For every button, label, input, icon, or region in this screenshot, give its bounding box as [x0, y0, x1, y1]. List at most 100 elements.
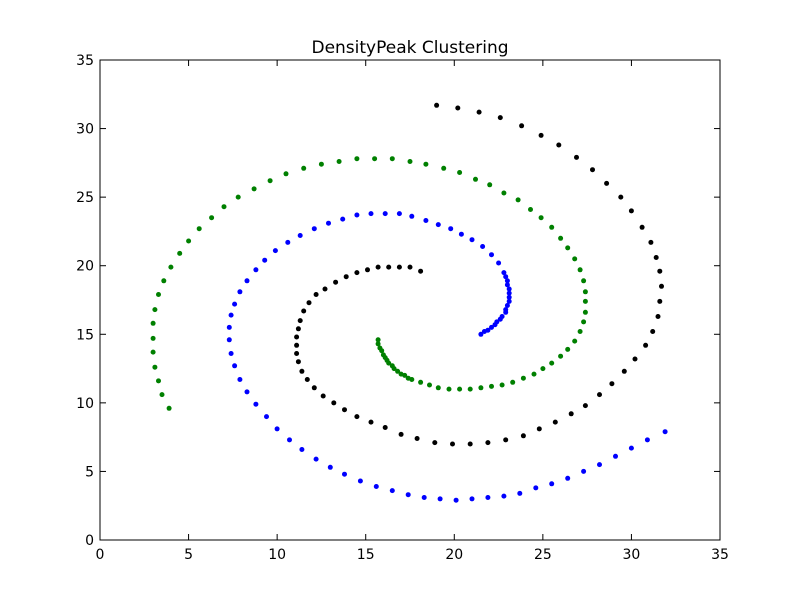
data-point-series-1-72: [499, 314, 505, 319]
data-point-series-0-57: [343, 274, 349, 280]
data-point-series-1-51: [389, 488, 395, 494]
data-point-series-1-15: [448, 226, 454, 232]
data-point-series-1-9: [501, 270, 507, 276]
data-point-series-2-0: [375, 337, 381, 343]
data-point-series-1-74: [506, 298, 512, 304]
data-point-series-0-60: [375, 264, 381, 270]
data-point-series-2-26: [581, 319, 587, 325]
data-point-series-2-24: [572, 338, 578, 344]
data-point-series-2-22: [558, 353, 564, 359]
data-point-series-1-58: [501, 493, 507, 499]
data-point-series-1-49: [357, 478, 363, 484]
data-point-series-1-31: [244, 278, 250, 284]
data-point-series-0-0: [313, 292, 319, 297]
data-point-series-2-63: [156, 292, 161, 297]
data-point-series-0-45: [604, 180, 610, 186]
data-point-series-2-59: [186, 238, 192, 244]
y-tick-label: 15: [76, 327, 94, 343]
data-point-series-0-27: [552, 419, 558, 425]
data-point-series-1-62: [565, 475, 571, 481]
data-point-series-0-38: [659, 283, 664, 289]
data-point-series-1-13: [469, 237, 475, 243]
data-point-series-2-37: [528, 207, 533, 212]
data-point-series-0-24: [503, 437, 509, 443]
x-tick-label: 5: [184, 547, 193, 563]
data-point-series-1-50: [373, 484, 379, 489]
data-point-series-2-47: [372, 156, 378, 162]
data-point-series-2-39: [501, 190, 507, 196]
data-point-series-0-40: [653, 255, 659, 260]
data-point-series-1-45: [299, 447, 305, 452]
chart-title: DensityPeak Clustering: [311, 38, 508, 58]
data-point-series-1-61: [549, 481, 555, 487]
data-point-series-0-34: [643, 342, 649, 348]
x-tick-label: 25: [534, 547, 552, 563]
data-point-series-0-22: [467, 441, 473, 447]
data-point-series-1-46: [313, 456, 319, 462]
data-point-series-0-21: [450, 441, 455, 447]
y-tick-label: 5: [85, 464, 94, 480]
data-point-series-2-64: [152, 307, 158, 313]
data-point-series-2-15: [489, 383, 494, 389]
data-point-series-2-9: [427, 382, 432, 388]
data-point-series-1-60: [533, 485, 539, 491]
data-point-series-2-44: [423, 161, 429, 167]
data-point-series-0-52: [476, 109, 482, 115]
data-point-series-2-40: [487, 182, 493, 188]
data-point-series-2-50: [318, 161, 324, 167]
data-point-series-0-62: [396, 264, 402, 270]
data-point-series-2-52: [283, 171, 289, 177]
x-tick-label: 15: [357, 547, 375, 563]
data-point-series-1-21: [368, 211, 374, 217]
data-point-series-0-8: [295, 359, 301, 365]
data-point-series-1-65: [613, 453, 618, 459]
data-point-series-0-5: [294, 334, 300, 340]
y-tick-label: 0: [85, 533, 94, 549]
data-point-series-0-31: [609, 381, 615, 387]
data-point-series-1-25: [311, 226, 317, 232]
data-point-series-2-54: [251, 186, 257, 192]
data-point-series-1-36: [226, 337, 232, 343]
data-point-series-0-20: [432, 440, 438, 446]
data-point-series-2-49: [336, 159, 342, 164]
data-point-series-0-7: [294, 351, 300, 356]
plot-frame: [99, 59, 721, 541]
data-point-series-2-72: [375, 341, 381, 347]
data-point-series-0-36: [655, 314, 661, 319]
data-point-series-0-56: [333, 279, 339, 285]
data-point-series-1-54: [437, 496, 443, 502]
data-point-series-2-11: [446, 386, 452, 392]
data-point-series-1-71: [494, 319, 500, 325]
data-point-series-1-14: [458, 231, 464, 237]
data-point-series-2-13: [467, 386, 473, 392]
data-point-series-2-46: [389, 156, 395, 162]
data-point-series-1-20: [382, 211, 388, 217]
data-point-series-2-78: [405, 375, 411, 381]
data-point-series-0-32: [621, 368, 627, 374]
data-point-series-0-23: [485, 440, 491, 446]
data-point-series-1-19: [396, 211, 402, 217]
data-point-series-2-68: [152, 364, 158, 370]
ticks-layer: 0 5 10 15 20 25 30 35 0 5 10 15 20 25 30 35: [76, 53, 729, 563]
data-point-series-2-8: [418, 379, 424, 385]
data-point-series-1-56: [469, 496, 475, 502]
data-point-series-1-33: [232, 301, 238, 307]
data-point-series-2-41: [473, 176, 478, 182]
data-point-series-0-2: [301, 308, 307, 314]
data-point-series-1-43: [274, 426, 280, 432]
data-point-series-2-43: [441, 165, 447, 171]
data-point-series-1-73: [503, 307, 509, 313]
data-point-series-0-17: [382, 425, 388, 430]
data-point-series-0-13: [331, 400, 337, 406]
x-tick-label: 0: [96, 547, 105, 563]
data-point-series-1-12: [480, 244, 486, 249]
data-point-series-0-50: [519, 123, 525, 129]
data-point-series-1-70: [489, 324, 494, 330]
data-point-series-1-64: [597, 462, 602, 468]
data-point-series-2-18: [520, 375, 526, 381]
data-point-series-0-41: [648, 239, 654, 245]
data-point-series-1-42: [264, 414, 269, 420]
data-point-series-2-38: [515, 197, 521, 203]
data-point-series-1-32: [237, 289, 243, 295]
